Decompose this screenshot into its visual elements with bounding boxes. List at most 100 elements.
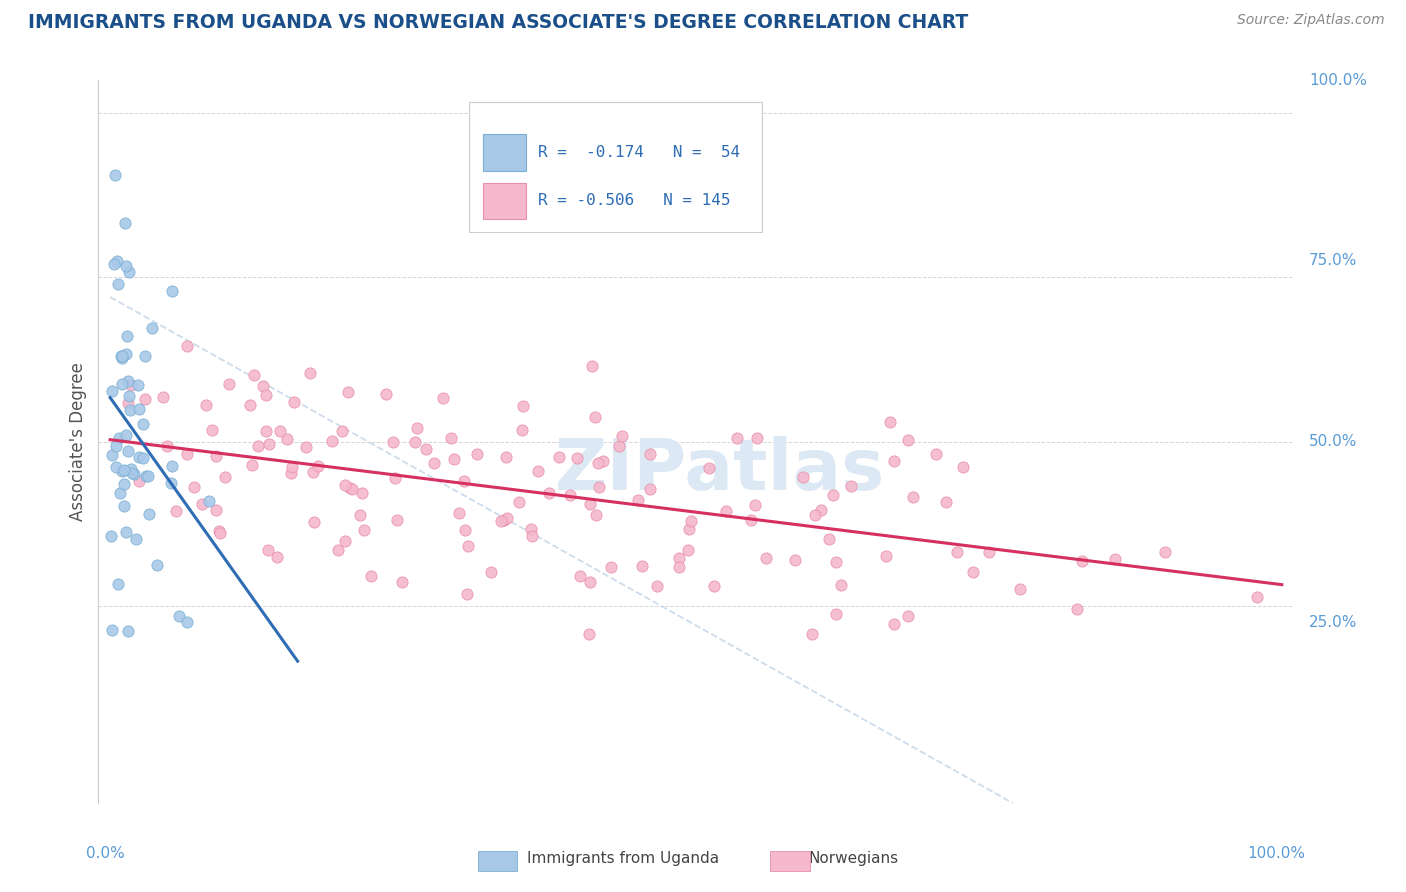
Point (117, 624, 139, 638)
Point (496, 511, 519, 525)
Point (114, 259, 136, 273)
Point (208, 526, 231, 541)
Point (105, 439, 128, 453)
Point (883, 454, 905, 468)
Point (138, 507, 160, 521)
Point (537, 486, 560, 500)
Point (152, 390, 174, 404)
Point (108, 431, 131, 445)
FancyBboxPatch shape (484, 135, 526, 170)
Point (716, 503, 738, 517)
Point (579, 574, 602, 589)
Point (254, 424, 277, 438)
Point (302, 515, 325, 529)
Point (569, 569, 592, 583)
Y-axis label: Associate's Degree: Associate's Degree (69, 362, 87, 521)
Point (946, 544, 969, 558)
Point (875, 549, 897, 564)
Point (176, 448, 198, 462)
Point (754, 551, 776, 566)
Point (404, 435, 426, 450)
Point (165, 504, 187, 518)
Point (467, 447, 489, 461)
Point (783, 553, 806, 567)
Point (578, 626, 600, 640)
Point (901, 490, 924, 504)
Point (456, 586, 478, 600)
Point (925, 447, 948, 461)
Point (340, 483, 363, 497)
Point (583, 409, 606, 424)
Point (299, 366, 322, 380)
Point (118, 389, 141, 403)
Point (385, 513, 408, 527)
Point (204, 503, 226, 517)
Point (333, 478, 356, 492)
Text: 0.0%: 0.0% (87, 847, 125, 861)
Point (214, 470, 236, 484)
Point (135, 469, 157, 483)
Point (176, 339, 198, 353)
Point (183, 479, 205, 493)
Point (839, 479, 862, 493)
Point (631, 559, 654, 574)
Point (679, 514, 702, 528)
Point (792, 470, 814, 484)
Point (560, 487, 582, 501)
Point (600, 560, 623, 574)
Point (121, 466, 143, 480)
Point (160, 458, 183, 473)
Point (585, 508, 607, 522)
Point (101, 448, 124, 462)
Text: ZIPatlas: ZIPatlas (555, 436, 884, 505)
Point (117, 396, 139, 410)
Point (699, 460, 721, 475)
Point (977, 545, 1000, 559)
Point (879, 415, 901, 429)
Point (307, 458, 329, 473)
Point (333, 533, 356, 548)
Text: Source: ZipAtlas.com: Source: ZipAtlas.com (1237, 13, 1385, 28)
Point (155, 439, 177, 453)
Point (103, 257, 125, 271)
Point (101, 384, 124, 399)
Point (115, 346, 138, 360)
Point (527, 464, 550, 478)
Point (114, 216, 136, 230)
Point (821, 488, 844, 502)
Point (330, 424, 353, 438)
Point (240, 458, 263, 473)
Point (883, 617, 905, 632)
Point (128, 402, 150, 417)
Point (339, 481, 361, 495)
Point (132, 451, 155, 466)
Point (581, 359, 603, 373)
Point (122, 467, 145, 482)
Point (101, 624, 124, 638)
Point (1104, 551, 1126, 566)
Point (725, 431, 748, 445)
Point (384, 471, 406, 485)
Point (1071, 553, 1094, 567)
Point (454, 523, 477, 537)
Point (510, 423, 533, 437)
Point (374, 386, 396, 401)
Point (489, 514, 512, 528)
Point (1066, 602, 1088, 616)
Point (111, 349, 134, 363)
Point (586, 456, 609, 470)
Point (457, 539, 479, 553)
Point (479, 566, 502, 580)
Point (254, 388, 277, 402)
Text: 100.0%: 100.0% (1247, 847, 1306, 861)
Text: 100.0%: 100.0% (1309, 73, 1367, 87)
Text: 75.0%: 75.0% (1309, 253, 1357, 268)
Point (492, 514, 515, 528)
Point (194, 399, 217, 413)
Point (132, 417, 155, 432)
Point (447, 506, 470, 520)
Point (360, 569, 382, 583)
Point (128, 474, 150, 488)
Point (112, 499, 135, 513)
Point (321, 434, 343, 448)
